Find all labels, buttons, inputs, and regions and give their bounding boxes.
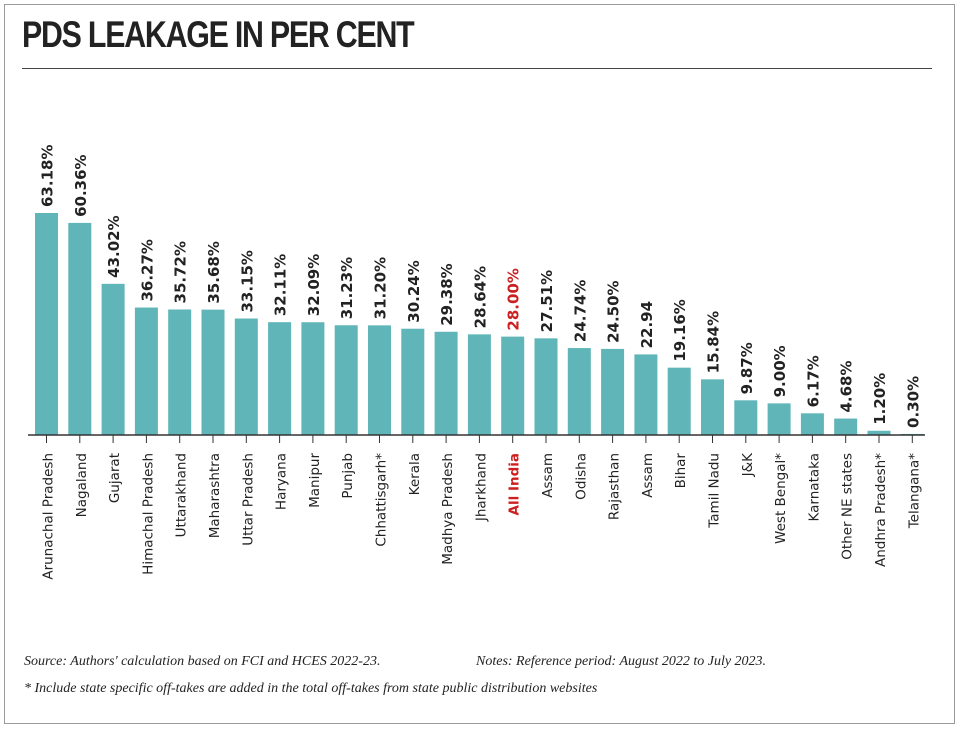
category-label: Maharashtra <box>207 453 223 538</box>
category-label: Madhya Pradesh <box>440 453 456 565</box>
bar <box>334 325 358 435</box>
bar <box>234 318 258 435</box>
category-label: Rajasthan <box>607 453 623 520</box>
bar <box>867 430 891 435</box>
bar <box>301 322 325 435</box>
category-label: Tamil Nadu <box>707 453 723 529</box>
data-label: 22.94 <box>638 301 656 348</box>
data-label: 0.30% <box>904 376 922 428</box>
data-label: 28.00% <box>505 268 523 330</box>
category-label: West Bengal* <box>773 453 789 544</box>
bar <box>35 213 58 435</box>
bar <box>767 403 791 435</box>
data-label: 1.20% <box>871 373 889 425</box>
category-label: Karnataka <box>806 453 822 521</box>
category-label: Gujarat <box>107 453 123 503</box>
data-label: 33.15% <box>238 250 256 312</box>
category-label: Arunachal Pradesh <box>41 453 57 580</box>
category-label: Nagaland <box>74 453 90 517</box>
category-label: All India <box>507 453 523 515</box>
category-label: Uttarakhand <box>174 453 190 537</box>
category-label: Other NE states <box>840 453 856 560</box>
category-label: Himachal Pradesh <box>140 453 156 575</box>
bar <box>401 328 425 435</box>
data-label: 24.74% <box>571 280 589 342</box>
bar <box>368 325 391 435</box>
bar <box>601 348 625 435</box>
category-label: Telangana* <box>906 453 922 530</box>
data-label: 30.24% <box>405 260 423 322</box>
data-label: 19.16% <box>671 299 689 361</box>
bar <box>634 354 658 435</box>
data-label: 28.64% <box>471 266 489 328</box>
bar <box>834 418 858 435</box>
data-label: 6.17% <box>804 355 822 407</box>
data-label: 31.23% <box>338 257 356 319</box>
bar <box>567 348 591 435</box>
data-label: 15.84% <box>705 311 723 373</box>
category-label: Kerala <box>407 453 423 495</box>
data-label: 27.51% <box>538 270 556 332</box>
bar <box>800 413 824 435</box>
reference-note: Notes: Reference period: August 2022 to … <box>476 654 767 669</box>
data-label: 4.68% <box>838 361 856 413</box>
category-label: J&K <box>740 452 756 478</box>
category-label: Andhra Pradesh* <box>873 453 889 567</box>
asterisk-note: * Include state specific off-takes are a… <box>24 681 598 696</box>
bar <box>667 367 691 435</box>
data-label: 9.87% <box>738 342 756 394</box>
category-label: Chhattisgarh* <box>374 453 390 547</box>
data-label: 60.36% <box>72 154 90 216</box>
data-label: 32.09% <box>305 254 323 316</box>
chart-title: PDS LEAKAGE IN PER CENT <box>22 14 415 55</box>
bar <box>134 307 158 435</box>
category-label: Odisha <box>573 453 589 500</box>
bar-chart: 63.18% Arunachal Pradesh 60.36% Nagaland 43.… <box>28 145 925 580</box>
category-label: Assam <box>640 453 656 498</box>
data-label: 29.38% <box>438 263 456 325</box>
bar <box>268 322 292 435</box>
title-rule <box>22 68 932 69</box>
data-label: 63.18% <box>39 145 57 207</box>
category-label: Punjab <box>340 453 356 499</box>
bar <box>168 309 192 435</box>
data-label: 35.68% <box>205 241 223 303</box>
data-label: 32.11% <box>272 254 290 316</box>
category-label: Bihar <box>673 453 689 489</box>
category-label: Jharkhand <box>473 453 489 522</box>
source-note: Source: Authors' calculation based on FC… <box>24 654 381 669</box>
bar <box>501 336 525 435</box>
category-label: Manipur <box>307 453 323 508</box>
data-label: 31.20% <box>372 257 390 319</box>
data-label: 9.00% <box>771 345 789 397</box>
bar <box>68 222 92 435</box>
bar <box>201 309 225 435</box>
bar <box>734 400 758 435</box>
data-label: 24.50% <box>605 280 623 342</box>
category-label: Uttar Pradesh <box>240 453 256 546</box>
category-label: Assam <box>540 453 556 498</box>
data-label: 35.72% <box>172 241 190 303</box>
bar <box>467 334 491 435</box>
data-label: 43.02% <box>105 215 123 277</box>
bar <box>701 379 724 435</box>
chart-frame <box>4 4 955 724</box>
bar <box>101 283 125 435</box>
category-label: Haryana <box>274 453 290 510</box>
data-label: 36.27% <box>138 239 156 301</box>
bar <box>534 338 558 435</box>
bar <box>434 331 458 435</box>
